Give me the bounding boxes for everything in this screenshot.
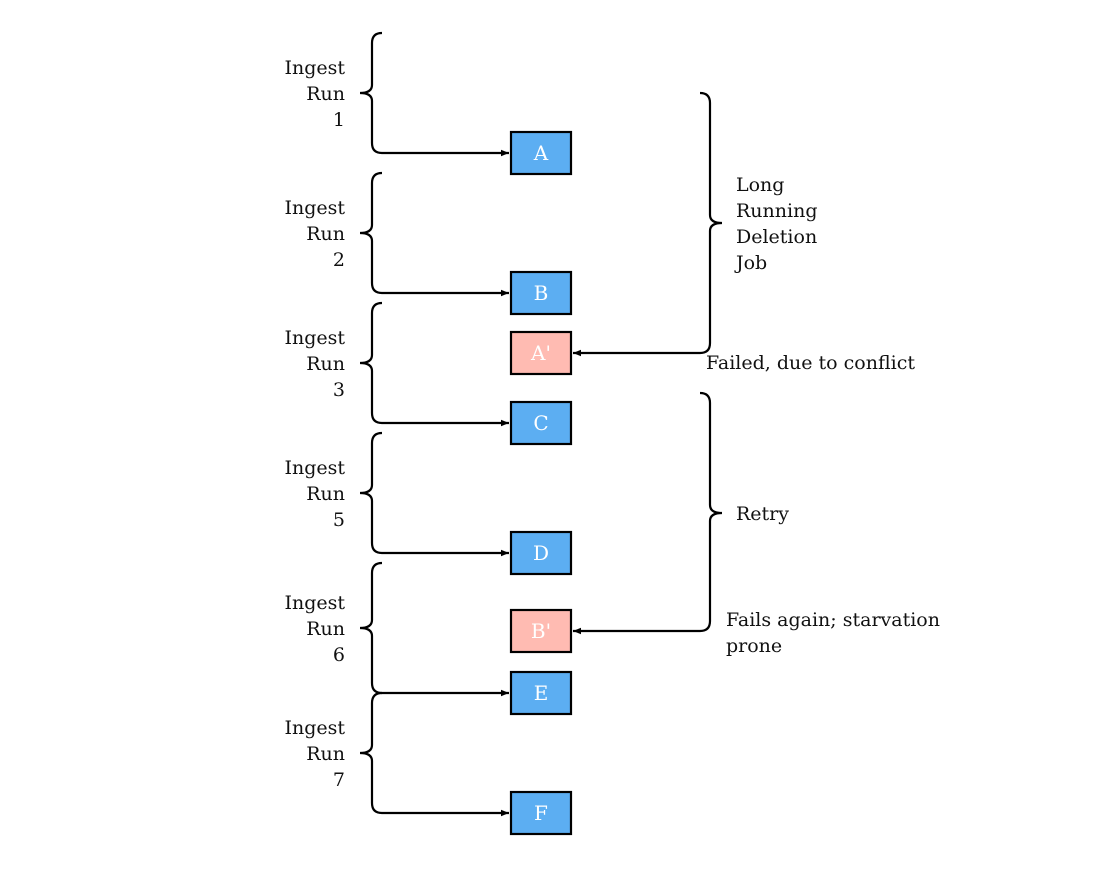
job-1: Retry Fails again; starvation prone — [573, 391, 940, 657]
box-rect — [509, 670, 573, 716]
box-label: E — [534, 681, 549, 705]
box-rect — [509, 400, 573, 446]
box-label: F — [534, 801, 548, 825]
job-label: Job — [734, 252, 767, 274]
ingest-run-2: Ingest Run 2 — [284, 171, 509, 297]
box-label: A — [533, 141, 549, 165]
box-F: F — [509, 790, 573, 836]
job-0: Long Running Deletion Job Failed, due to con… — [573, 91, 915, 374]
box-A: A — [509, 130, 573, 176]
job-label: Retry — [736, 503, 789, 525]
ingest-run-6: Ingest Run 6 — [284, 561, 509, 697]
brace-arrow — [359, 561, 509, 697]
box-label: C — [533, 411, 548, 435]
box-rect — [509, 130, 573, 176]
job-note: prone — [726, 635, 782, 657]
ingest-run-label: Run — [306, 83, 345, 105]
brace-arrow — [359, 171, 509, 297]
box-D: D — [509, 530, 573, 576]
ingest-run-label: Run — [306, 223, 345, 245]
ingest-run-label: Ingest — [284, 57, 345, 79]
ingest-run-label: 2 — [333, 249, 345, 271]
box-label: B' — [531, 619, 551, 643]
brace-arrow — [359, 431, 509, 557]
brace-arrow — [573, 91, 723, 357]
ingest-run-7: Ingest Run 7 — [284, 691, 509, 817]
box-label: A' — [530, 341, 551, 365]
box-rect — [509, 790, 573, 836]
ingest-run-label: 1 — [333, 109, 345, 131]
job-label: Long — [736, 174, 784, 196]
ingest-run-label: Ingest — [284, 457, 345, 479]
ingest-run-label: Ingest — [284, 327, 345, 349]
brace-arrow — [359, 31, 509, 157]
job-note: Fails again; starvation — [726, 609, 940, 631]
box-label: D — [533, 541, 549, 565]
ingest-run-label: 7 — [333, 769, 345, 791]
job-label: Running — [736, 200, 818, 222]
ingest-run-label: Run — [306, 618, 345, 640]
ingest-run-label: Ingest — [284, 197, 345, 219]
box-B-prime: B' — [509, 608, 573, 654]
ingest-run-5: Ingest Run 5 — [284, 431, 509, 557]
ingest-run-3: Ingest Run 3 — [284, 301, 509, 427]
ingest-run-label: 3 — [333, 379, 345, 401]
brace-arrow — [359, 691, 509, 817]
ingest-run-label: Run — [306, 483, 345, 505]
box-rect — [509, 270, 573, 316]
ingest-run-label: Ingest — [284, 717, 345, 739]
ingest-run-label: Run — [306, 743, 345, 765]
box-C: C — [509, 400, 573, 446]
box-E: E — [509, 670, 573, 716]
job-label: Deletion — [736, 226, 817, 248]
box-label: B — [534, 281, 549, 305]
box-rect — [509, 330, 573, 376]
box-rect — [509, 530, 573, 576]
brace-arrow — [359, 301, 509, 427]
ingest-run-1: Ingest Run 1 — [284, 31, 509, 157]
ingest-run-label: Ingest — [284, 592, 345, 614]
ingest-run-label: Run — [306, 353, 345, 375]
box-A-prime: A' — [509, 330, 573, 376]
box-rect — [509, 608, 573, 654]
job-note: Failed, due to conflict — [706, 352, 915, 374]
ingest-run-label: 6 — [333, 644, 345, 666]
box-B: B — [509, 270, 573, 316]
brace-arrow — [573, 391, 723, 635]
ingest-run-label: 5 — [333, 509, 345, 531]
